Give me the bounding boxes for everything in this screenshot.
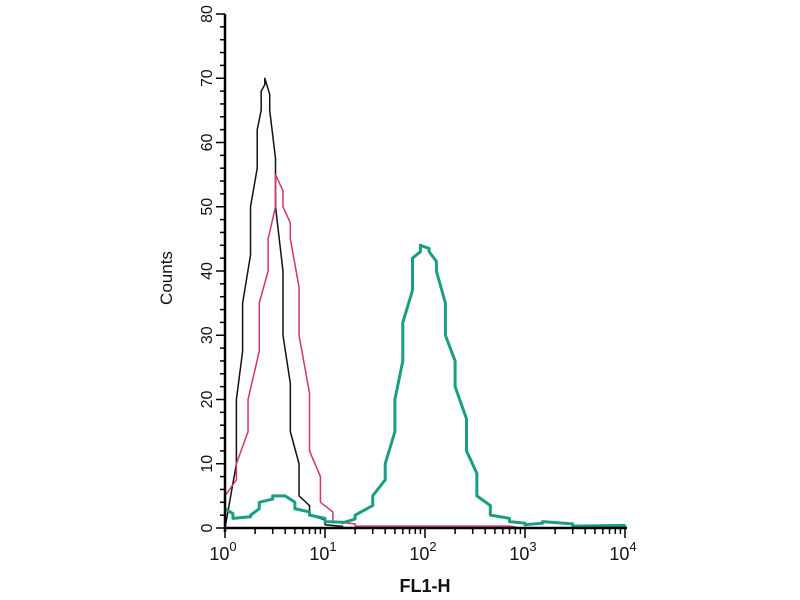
y-tick-label: 70 <box>199 69 216 87</box>
x-tick-label: 102 <box>409 539 436 564</box>
x-tick-base: 10 <box>309 544 329 564</box>
x-tick-label: 104 <box>609 539 636 564</box>
y-axis-label: Counts <box>157 251 176 305</box>
histogram-series-2 <box>224 97 517 529</box>
x-tick-base: 10 <box>409 544 429 564</box>
x-tick-label: 103 <box>509 539 536 564</box>
x-tick-exponent: 4 <box>629 539 636 554</box>
y-tick-label: 30 <box>199 326 216 344</box>
x-tick-exponent: 0 <box>229 539 236 554</box>
x-tick-base: 10 <box>209 544 229 564</box>
x-axis-label: FL1-H <box>400 576 451 596</box>
x-tick-label: 100 <box>209 539 236 564</box>
x-tick-base: 10 <box>609 544 629 564</box>
x-tick-base: 10 <box>509 544 529 564</box>
series-layer <box>224 14 627 529</box>
x-tick-exponent: 3 <box>529 539 536 554</box>
y-tick-label: 10 <box>199 455 216 473</box>
y-tick-label: 60 <box>199 134 216 152</box>
x-tick-label: 101 <box>309 539 336 564</box>
y-tick-label: 40 <box>199 262 216 280</box>
x-tick-exponent: 1 <box>329 539 336 554</box>
x-tick-exponent: 2 <box>429 539 436 554</box>
y-tick-label: 20 <box>199 391 216 409</box>
y-tick-label: 0 <box>199 523 216 532</box>
y-tick-label: 50 <box>199 198 216 216</box>
histogram-series-1 <box>224 14 625 529</box>
histogram-series-3 <box>224 243 627 528</box>
y-tick-label: 80 <box>199 5 216 23</box>
